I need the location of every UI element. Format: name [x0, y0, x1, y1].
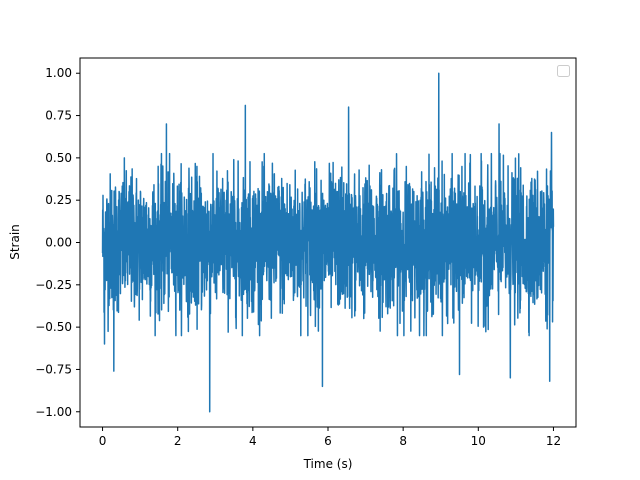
y-axis: −1.00 −0.75 −0.50 −0.25 0.00 0.25 0.50 0.75 1.00 — [35, 66, 80, 419]
y-tick-label: 0.50 — [45, 151, 72, 165]
legend-box — [557, 65, 570, 77]
x-tick-label: 2 — [174, 434, 182, 448]
x-tick-label: 0 — [99, 434, 107, 448]
x-axis: 0 2 4 6 8 10 12 — [99, 427, 561, 448]
x-tick-label: 6 — [324, 434, 332, 448]
y-tick-label: −0.75 — [35, 362, 72, 376]
series-layer — [101, 72, 555, 413]
y-tick-label: −0.25 — [35, 278, 72, 292]
x-axis-label: Time (s) — [303, 457, 353, 471]
y-axis-label: Strain — [8, 224, 22, 260]
y-tick-label: 1.00 — [45, 66, 72, 80]
strain-series-line — [101, 72, 555, 413]
y-tick-label: 0.25 — [45, 193, 72, 207]
y-tick-label: 0.00 — [45, 236, 72, 250]
x-tick-label: 12 — [546, 434, 561, 448]
y-tick-label: 0.75 — [45, 109, 72, 123]
y-tick-label: −0.50 — [35, 320, 72, 334]
y-tick-label: −1.00 — [35, 405, 72, 419]
x-tick-label: 10 — [471, 434, 486, 448]
x-tick-label: 8 — [399, 434, 407, 448]
x-tick-label: 4 — [249, 434, 257, 448]
